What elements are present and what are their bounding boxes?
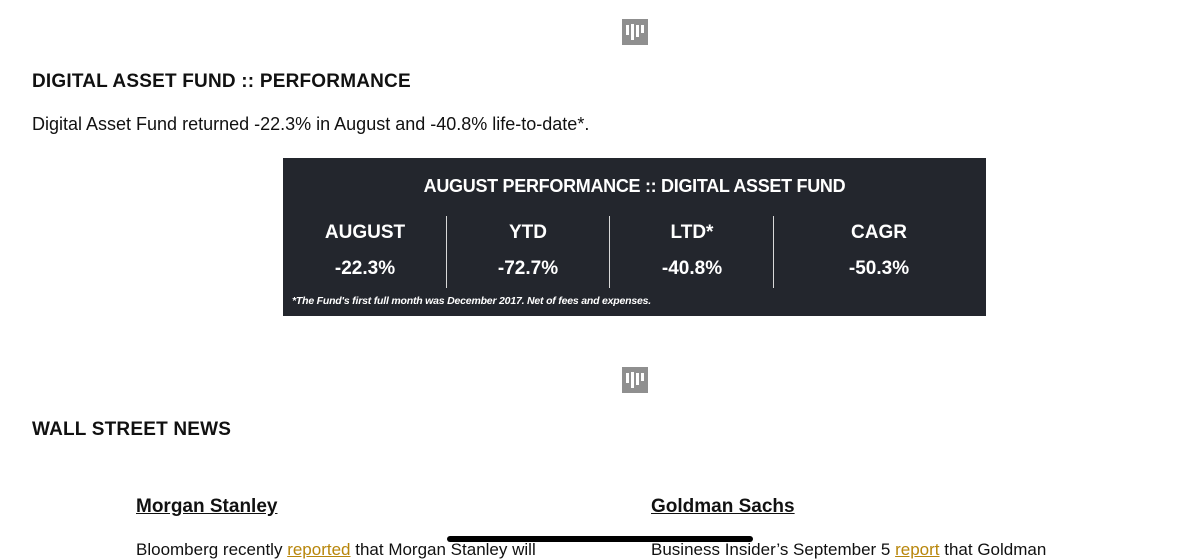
perf-divider <box>609 216 610 288</box>
paragraph-text: that Morgan Stanley will <box>350 540 536 559</box>
paragraph-text: Bloomberg recently <box>136 540 288 559</box>
perf-column-cagr: CAGR -50.3% <box>797 222 961 280</box>
reported-link[interactable]: reported <box>287 540 351 559</box>
goldman-sachs-heading: Goldman Sachs <box>651 496 795 517</box>
brand-logo-icon <box>622 19 648 45</box>
paragraph-text: that Goldman <box>939 540 1047 559</box>
perf-column-value: -22.3% <box>334 258 396 279</box>
perf-column-value: -72.7% <box>497 258 559 279</box>
perf-column-value: -40.8% <box>661 258 723 279</box>
paragraph-text: Business Insider’s September 5 <box>651 540 896 559</box>
brand-logo-icon <box>622 367 648 393</box>
perf-divider <box>773 216 774 288</box>
perf-divider <box>446 216 447 288</box>
performance-table: AUGUST PERFORMANCE :: DIGITAL ASSET FUND… <box>283 158 986 316</box>
perf-column-value: -50.3% <box>848 258 910 279</box>
perf-column-label: AUGUST <box>324 222 406 243</box>
perf-column-august: AUGUST -22.3% <box>283 222 447 280</box>
report-link[interactable]: report <box>895 540 940 559</box>
news-section-title: WALL STREET NEWS <box>32 419 232 440</box>
home-indicator-bar[interactable] <box>447 536 753 542</box>
performance-intro-text: Digital Asset Fund returned -22.3% in Au… <box>32 114 590 134</box>
perf-column-label: LTD* <box>670 222 714 243</box>
morgan-stanley-heading: Morgan Stanley <box>136 496 278 517</box>
performance-table-title: AUGUST PERFORMANCE :: DIGITAL ASSET FUND <box>423 176 846 196</box>
morgan-stanley-paragraph: Bloomberg recently reported that Morgan … <box>136 540 536 560</box>
perf-column-label: YTD <box>509 222 547 243</box>
perf-column-ytd: YTD -72.7% <box>446 222 610 280</box>
goldman-sachs-paragraph: Business Insider’s September 5 report th… <box>651 540 1046 560</box>
perf-column-ltd: LTD* -40.8% <box>610 222 774 280</box>
perf-column-label: CAGR <box>851 222 907 243</box>
performance-footnote: *The Fund's first full month was Decembe… <box>292 295 652 307</box>
performance-section-title: DIGITAL ASSET FUND :: PERFORMANCE <box>32 71 411 92</box>
